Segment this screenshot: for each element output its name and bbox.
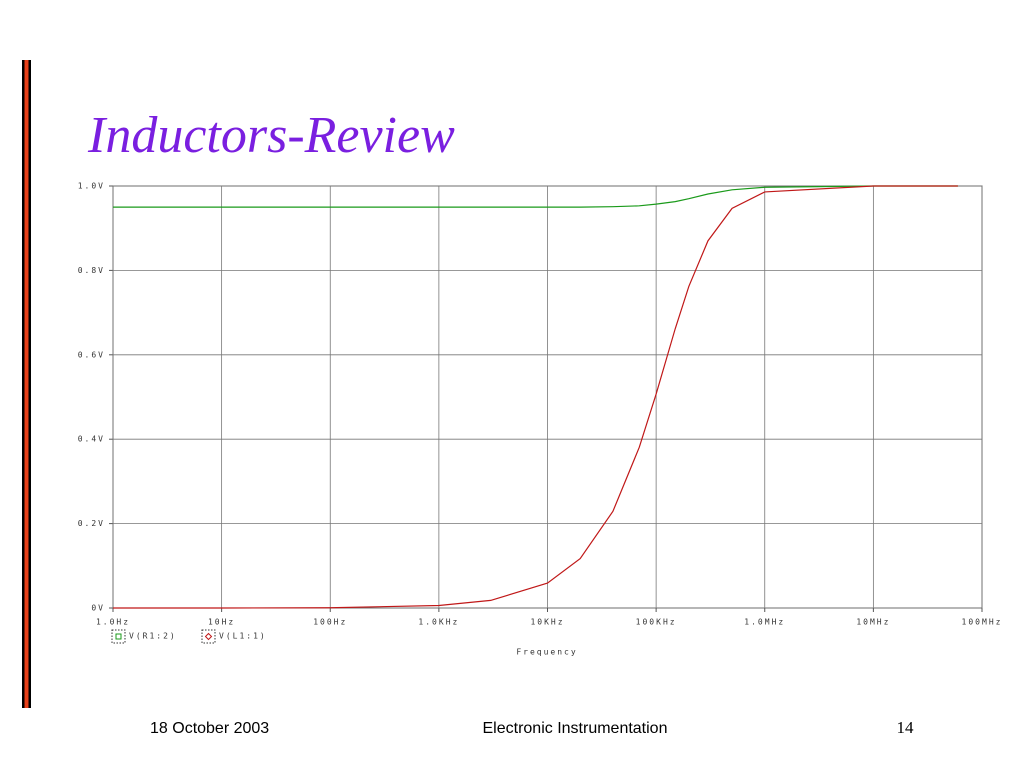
x-tick-label: 1.0KHz bbox=[418, 618, 459, 627]
legend-label: V(L1:1) bbox=[219, 632, 267, 641]
slide-title: Inductors-Review bbox=[87, 107, 455, 164]
legend-marker bbox=[115, 633, 122, 640]
accent-bar bbox=[24, 60, 29, 708]
y-tick-label: 0V bbox=[91, 604, 105, 613]
y-tick-label: 0.8V bbox=[78, 266, 105, 275]
x-tick-label: 1.0Hz bbox=[96, 618, 130, 627]
x-tick-label: 10MHz bbox=[856, 618, 890, 627]
footer-center: Electronic Instrumentation bbox=[483, 720, 668, 737]
x-tick-label: 10Hz bbox=[208, 618, 235, 627]
legend-marker bbox=[204, 632, 213, 641]
y-tick-label: 0.4V bbox=[78, 435, 105, 444]
legend-box bbox=[111, 629, 126, 644]
x-axis-label: Frequency bbox=[516, 648, 577, 657]
series-line bbox=[113, 185, 958, 609]
y-tick-label: 0.6V bbox=[78, 350, 105, 359]
x-tick-label: 100Hz bbox=[313, 618, 347, 627]
x-tick-label: 100KHz bbox=[636, 618, 677, 627]
legend-box bbox=[201, 629, 216, 644]
legend-label: V(R1:2) bbox=[129, 632, 177, 641]
footer-date: 18 October 2003 bbox=[150, 720, 269, 737]
page-number: 14 bbox=[897, 718, 915, 737]
y-tick-label: 0.2V bbox=[78, 519, 105, 528]
x-tick-label: 1.0MHz bbox=[744, 618, 785, 627]
x-tick-label: 10KHz bbox=[530, 618, 564, 627]
x-tick-label: 100MHz bbox=[962, 618, 1003, 627]
series-line bbox=[113, 185, 958, 208]
y-tick-label: 1.0V bbox=[78, 182, 105, 191]
